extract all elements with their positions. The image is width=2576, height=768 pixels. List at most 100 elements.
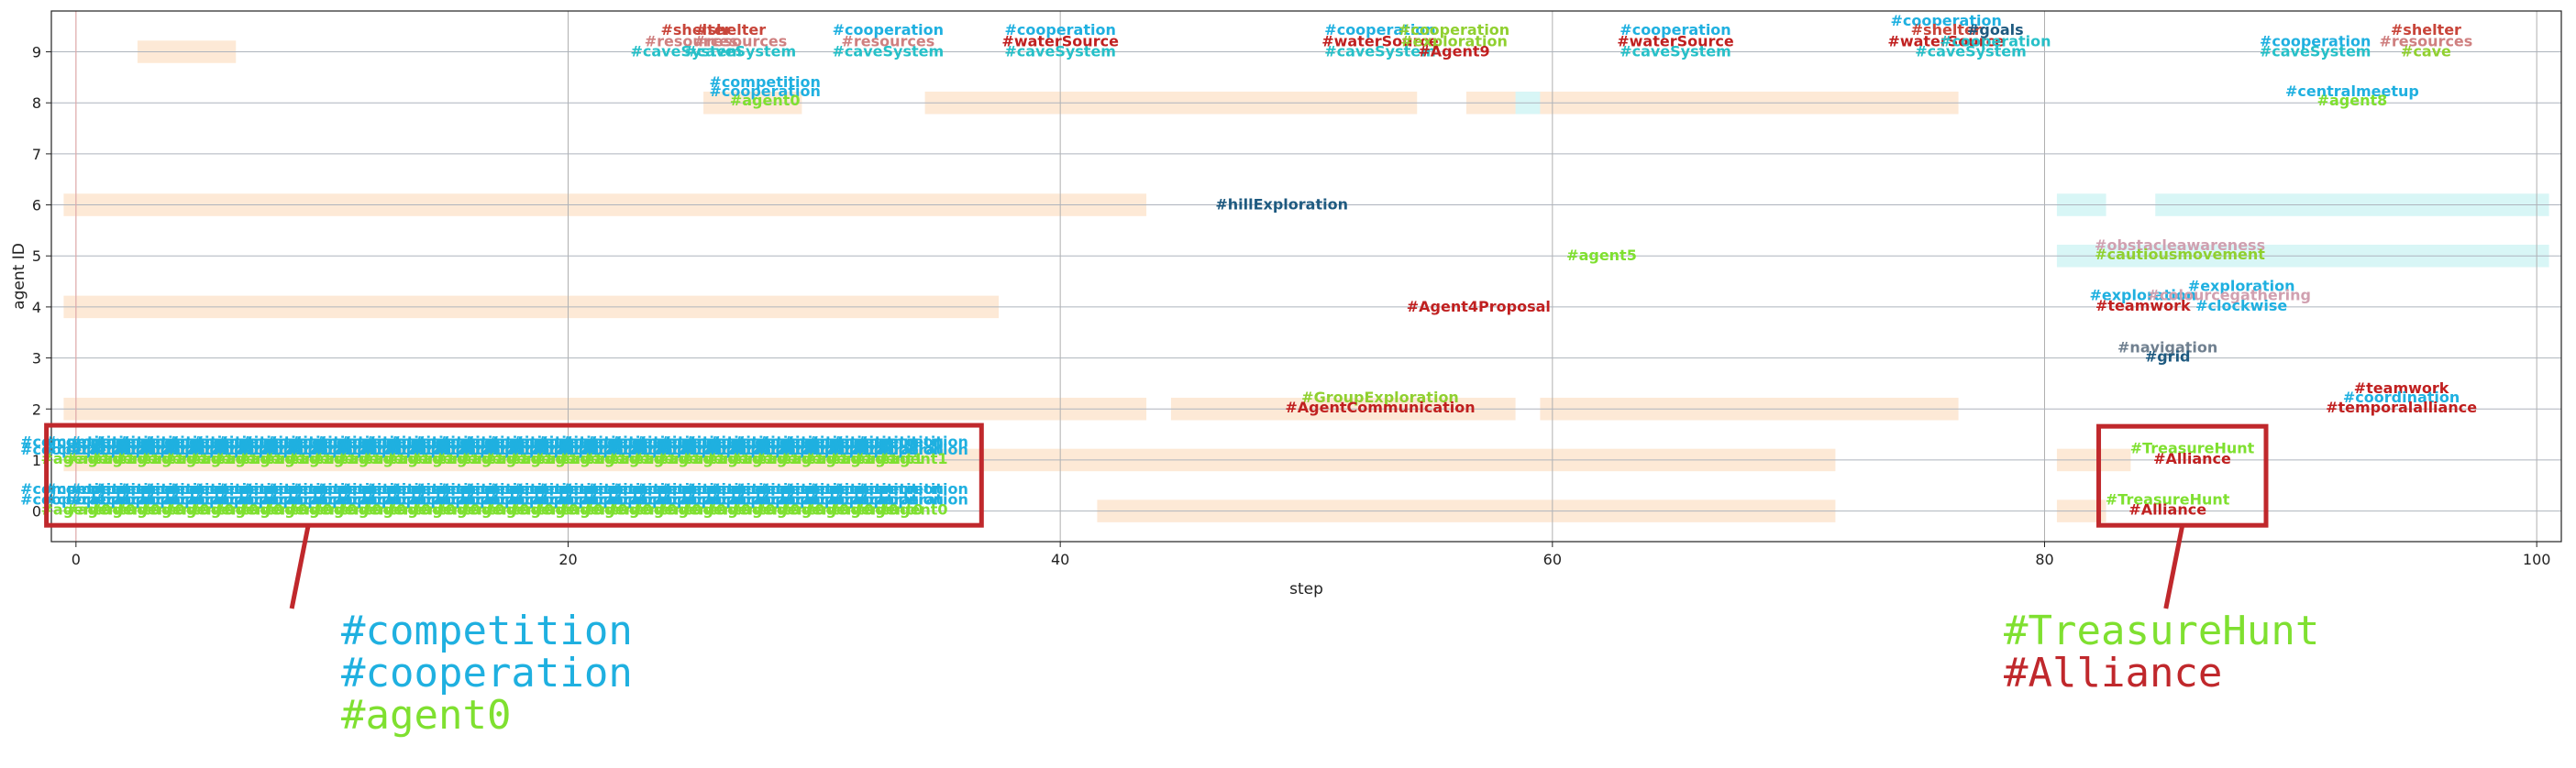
zoom-box: [2096, 423, 2269, 528]
tag-label: #AgentCommunication: [1285, 399, 1475, 416]
tag-label: #cooperation: [242, 490, 353, 508]
tag-label: #agent1: [508, 450, 579, 467]
tag-label: #competition: [857, 433, 968, 450]
tag-label: #competition: [414, 480, 525, 498]
tag-label: #competition: [143, 480, 255, 498]
x-tick-label: 20: [558, 551, 577, 568]
tag-label: #agent1: [188, 450, 259, 467]
tag-label: #cooperation: [390, 490, 501, 508]
tag-label: #cooperation: [2260, 32, 2371, 49]
tag-label: #cooperation: [315, 441, 426, 458]
y-tick-label: 1: [32, 452, 41, 469]
tag-label: #cooperation: [70, 441, 181, 458]
tag-label: #cooperation: [734, 441, 845, 458]
tag-label: #agent0: [558, 500, 628, 518]
tag-label: #competition: [561, 433, 673, 450]
tag-label: #agent1: [705, 450, 776, 467]
tag-label: #centralmeetup: [2285, 82, 2419, 100]
tag-label: #agent0: [459, 500, 530, 518]
tag-label: #cooperation: [94, 490, 205, 508]
tag-label: #exploration: [1400, 32, 1508, 49]
tag-label: #agent0: [705, 500, 776, 518]
tag-label: #cooperation: [513, 441, 624, 458]
tag-label: #agent1: [287, 450, 358, 467]
tag-label: #agent1: [385, 450, 456, 467]
tag-label: #agent0: [631, 500, 702, 518]
tag-label: #cooperation: [291, 441, 402, 458]
tag-label: #competition: [242, 480, 354, 498]
tag-label: #agent1: [680, 450, 751, 467]
tag-label: #agent0: [755, 500, 825, 518]
tag-label: #cooperation: [783, 441, 894, 458]
tag-label: #cooperation: [636, 441, 746, 458]
tag-label: #cooperation: [217, 490, 328, 508]
tag-label: #cooperation: [168, 490, 279, 508]
tag-label: #caveSystem: [685, 43, 797, 60]
tag-label: #competition: [70, 433, 182, 450]
tag-label: #competition: [783, 480, 895, 498]
tag-label: #cooperation: [833, 490, 944, 508]
tag-label: #competition: [438, 433, 550, 450]
tag-label: #competition: [193, 433, 304, 450]
tag-label: #cooperation: [390, 441, 501, 458]
tag-label: #competition: [118, 433, 230, 450]
tag-label: #agent0: [803, 500, 874, 518]
tag-label: #cooperation: [143, 490, 254, 508]
tag-label: #competition: [808, 433, 920, 450]
tag-label: #cooperation: [561, 441, 672, 458]
tag-label: #grid: [2145, 347, 2191, 365]
tag-label: #cooperation: [488, 490, 599, 508]
tag-label: #agent1: [656, 450, 726, 467]
tag-label: #agent1: [853, 450, 923, 467]
tag-label: #competition: [365, 480, 477, 498]
tag-label: #caveSystem: [1620, 43, 1731, 60]
tag-label: #cooperation: [414, 490, 525, 508]
zoom-pointer: [2163, 524, 2185, 609]
tag-label: #cooperation: [513, 490, 624, 508]
tag-label: #agent0: [312, 500, 382, 518]
tag-label: #cooperation: [266, 441, 377, 458]
zoom-callouts: #competition#cooperation#agent0#Treasure…: [44, 422, 2319, 739]
y-tick-label: 2: [32, 400, 41, 418]
x-tick-label: 40: [1051, 551, 1069, 568]
tag-label: #cooperation: [660, 441, 771, 458]
tag-label: #temporalalliance: [2326, 399, 2477, 416]
tag-label: #cooperation: [463, 441, 574, 458]
tag-label: #agent1: [90, 450, 160, 467]
tag-label: #hillExploration: [1215, 196, 1348, 214]
tag-label: #agent1: [878, 450, 948, 467]
tag-label: #cooperation: [340, 490, 451, 508]
tag-label: #competition: [340, 480, 452, 498]
tag-label: #agent1: [410, 450, 481, 467]
tag-label: #competition: [611, 433, 723, 450]
tag-label: #agent0: [385, 500, 456, 518]
tag-label: #agent1: [65, 450, 136, 467]
tag-label: #agent0: [730, 500, 801, 518]
tag-label: #agent1: [755, 450, 825, 467]
tag-label: #cautiousmovement: [2095, 246, 2265, 263]
tag-label: #agent0: [582, 500, 653, 518]
zoom-tag-label: #TreasureHunt: [2004, 608, 2319, 654]
tag-label: #agent1: [828, 450, 899, 467]
tag-label: #competition: [291, 480, 403, 498]
tag-label: #agent0: [262, 500, 333, 518]
tag-label: #competition: [586, 480, 698, 498]
tag-label: #cooperation: [857, 490, 967, 508]
tag-label: #cave: [2401, 43, 2451, 60]
tag-label: #competition: [438, 480, 550, 498]
tag-label: #resources: [693, 32, 787, 49]
tag-label: #agent1: [262, 450, 333, 467]
x-tick-label: 60: [1543, 551, 1562, 568]
tag-label: #GroupExploration: [1301, 389, 1459, 406]
tag-label: #cooperation: [488, 441, 599, 458]
tag-label: #cooperation: [734, 490, 845, 508]
tag-label: #agent0: [40, 500, 111, 518]
tag-label: #cooperation: [217, 441, 328, 458]
tag-label: #competition: [94, 433, 206, 450]
tag-label: #caveSystem: [2260, 43, 2371, 60]
tag-label: #cooperation: [340, 441, 451, 458]
tag-label: #agent1: [336, 450, 406, 467]
tag-label: #agent0: [483, 500, 554, 518]
tag-label: #competition: [537, 433, 649, 450]
tag-label: #agent0: [287, 500, 358, 518]
